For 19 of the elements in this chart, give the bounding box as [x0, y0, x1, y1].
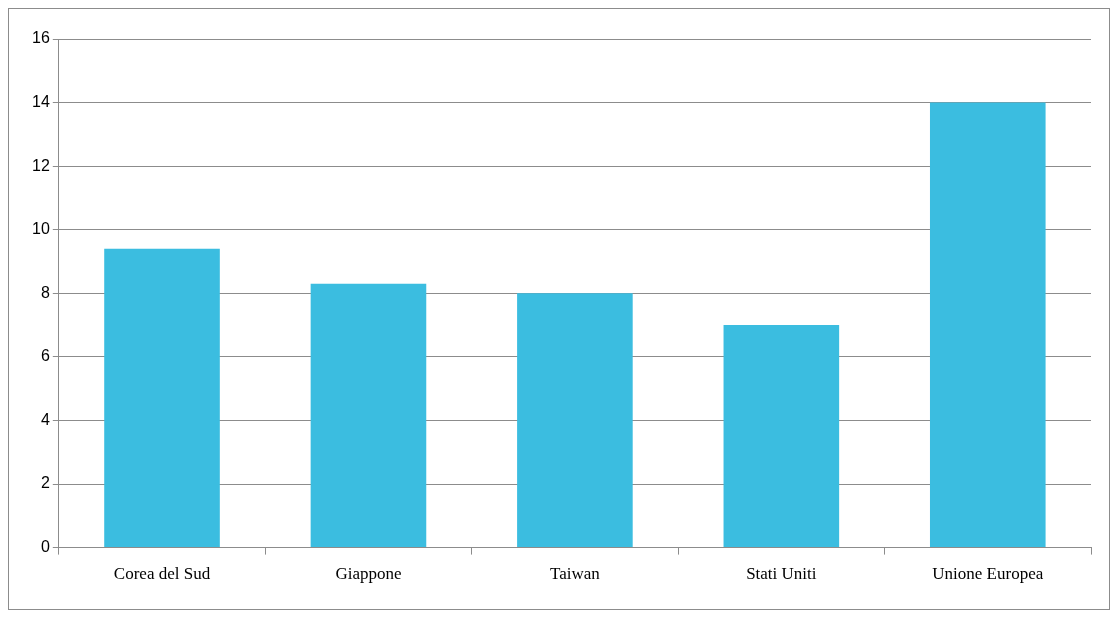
x-tick-label: Taiwan — [550, 564, 601, 584]
y-tick-label: 12 — [32, 156, 50, 174]
y-tick-label: 0 — [40, 538, 50, 556]
y-tick-label: 14 — [32, 92, 50, 110]
bar — [310, 283, 427, 548]
y-tick-label: 2 — [40, 474, 50, 492]
y-tick-label: 8 — [40, 283, 50, 301]
y-tick-label: 6 — [40, 347, 50, 365]
bar — [929, 102, 1046, 548]
x-tick-label: Stati Uniti — [746, 564, 817, 584]
y-tick-label: 4 — [40, 410, 50, 428]
x-tick-label: Corea del Sud — [113, 564, 211, 584]
y-tick-label: 16 — [32, 29, 50, 47]
x-tick-label: Giappone — [335, 564, 402, 584]
bar — [517, 293, 633, 548]
bar — [104, 248, 220, 548]
y-tick-label: 10 — [32, 220, 50, 238]
x-tick-label: Unione Europea — [932, 564, 1044, 584]
bar — [723, 325, 840, 548]
